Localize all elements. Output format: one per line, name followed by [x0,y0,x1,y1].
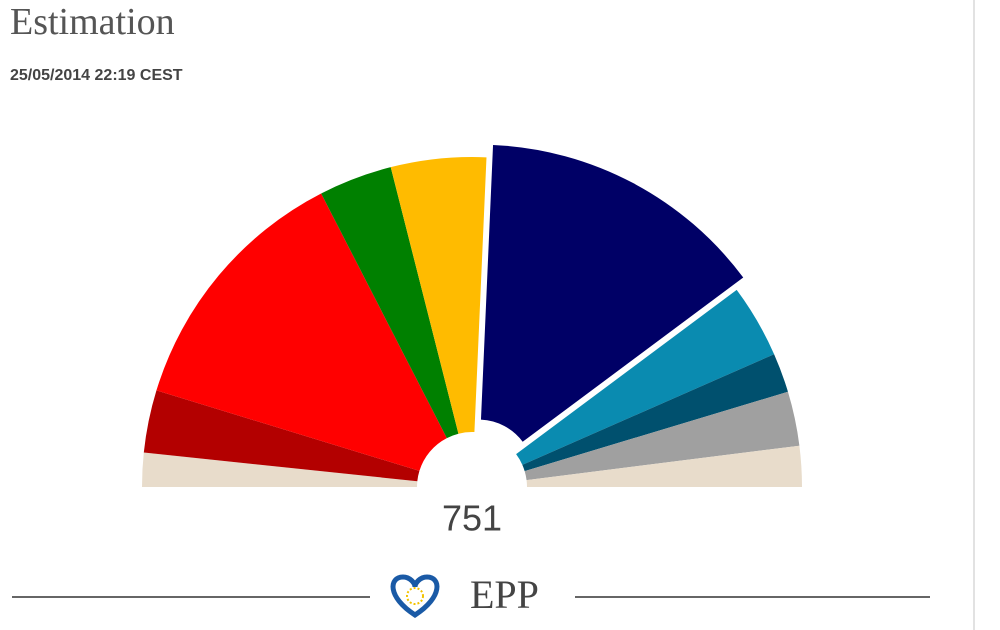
chart-subtitle: 25/05/2014 22:19 CEST [10,67,183,84]
seat-wedge [526,445,802,487]
party-logo [390,574,440,618]
seat-wedge [516,289,775,465]
seat-wedge [524,391,800,481]
seat-wedge [142,452,418,487]
hemicycle [142,144,802,487]
seat-wedge [480,144,744,442]
seat-wedge [321,167,459,439]
party-name: EPP [470,572,539,617]
seat-wedge [143,390,420,482]
chart-title: Estimation [10,1,175,43]
seat-wedge [390,157,487,434]
seat-wedge [156,193,447,471]
seat-wedge [522,354,788,472]
total-seats: 751 [442,498,502,539]
